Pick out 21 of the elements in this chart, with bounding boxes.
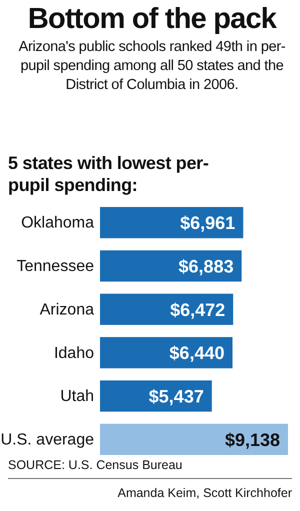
y-tick-label: U.S. average <box>0 432 94 449</box>
bar <box>100 424 288 455</box>
data-label: $6,472 <box>170 300 226 320</box>
bar <box>100 207 244 238</box>
bar <box>100 294 234 325</box>
y-tick-label: Oklahoma <box>21 214 94 232</box>
chart-subtitle: Arizona's public schools ranked 49th in per-pupil spending among all 50 states and the District of Columbia in 2006. <box>18 38 286 95</box>
y-tick-label: Utah <box>60 388 94 406</box>
data-label: $6,440 <box>169 343 224 364</box>
data-label: $6,883 <box>178 256 234 276</box>
y-tick-label: Tennessee <box>16 258 94 276</box>
data-label: $5,437 <box>148 386 204 407</box>
data-label: $6,961 <box>180 213 236 234</box>
y-tick-label: Arizona <box>40 301 94 318</box>
y-tick-label: Idaho <box>54 344 94 362</box>
text: 5 states with lowest per-pupil spending: <box>8 152 210 196</box>
data-label: $9,138 <box>224 430 280 450</box>
annotation: SOURCE: U.S. Census Bureau <box>8 458 184 472</box>
text: Amanda Keim, Scott Kirchhofer <box>116 486 292 500</box>
bar <box>100 337 232 368</box>
chart-title: Bottom of the pack <box>26 2 278 36</box>
